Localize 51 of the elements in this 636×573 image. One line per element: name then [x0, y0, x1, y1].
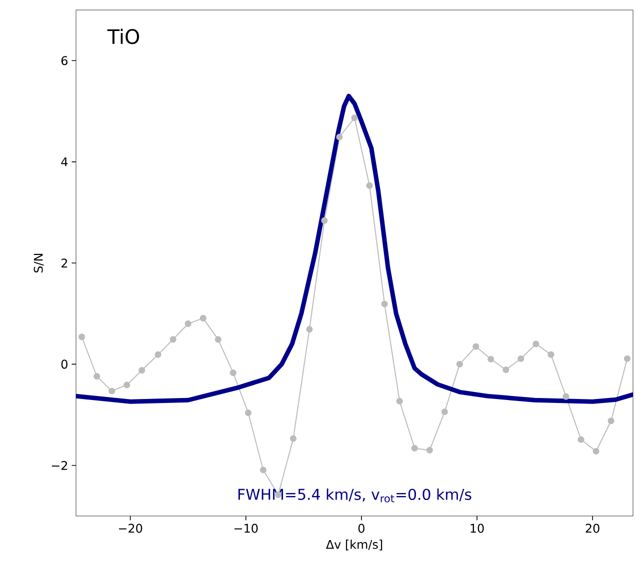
point [321, 217, 328, 224]
y-tick-label: 4 [61, 157, 68, 166]
point [230, 370, 236, 376]
x-tick-label: 10 [470, 524, 484, 533]
y-tick-label: 0 [61, 360, 68, 369]
point [548, 351, 554, 358]
annotation: TiO [107, 28, 140, 44]
point [411, 444, 418, 452]
point [336, 134, 343, 140]
point [502, 366, 510, 374]
point [426, 446, 433, 454]
point [624, 355, 631, 362]
point [518, 355, 524, 362]
point [154, 351, 162, 358]
y-axis-title: S/N [34, 254, 44, 272]
y-tick-label: 6 [61, 56, 68, 66]
point [456, 360, 463, 368]
point [396, 398, 403, 404]
point [472, 343, 480, 350]
point [488, 356, 494, 362]
point [200, 314, 206, 322]
x-tick-label: −20 [118, 524, 142, 533]
y-tick-label: 2 [61, 258, 68, 268]
point [184, 320, 192, 328]
point [94, 373, 100, 380]
line-series [76, 94, 634, 404]
y-tick-label: −2 [52, 460, 68, 470]
point [244, 409, 252, 416]
point [441, 408, 448, 416]
point [124, 382, 130, 388]
point [381, 300, 388, 308]
x-axis-title: Δv [km/s] [326, 540, 382, 550]
point [260, 466, 266, 474]
annotation: FWHM=5.4 km/s, v$_{rot}$=0.0 km/s [238, 488, 472, 502]
x-tick-label: −10 [234, 524, 258, 533]
point [562, 393, 570, 400]
point [290, 435, 297, 442]
point [532, 340, 540, 348]
x-tick-label: 20 [586, 524, 600, 533]
point [108, 388, 116, 394]
point [306, 326, 313, 333]
point [214, 336, 222, 343]
point [138, 366, 146, 374]
point [351, 114, 358, 122]
point [592, 448, 600, 455]
point [78, 334, 86, 340]
point [170, 336, 176, 343]
point [608, 418, 614, 424]
point [578, 436, 584, 443]
point [366, 182, 373, 189]
x-tick-label: 0 [358, 524, 364, 533]
